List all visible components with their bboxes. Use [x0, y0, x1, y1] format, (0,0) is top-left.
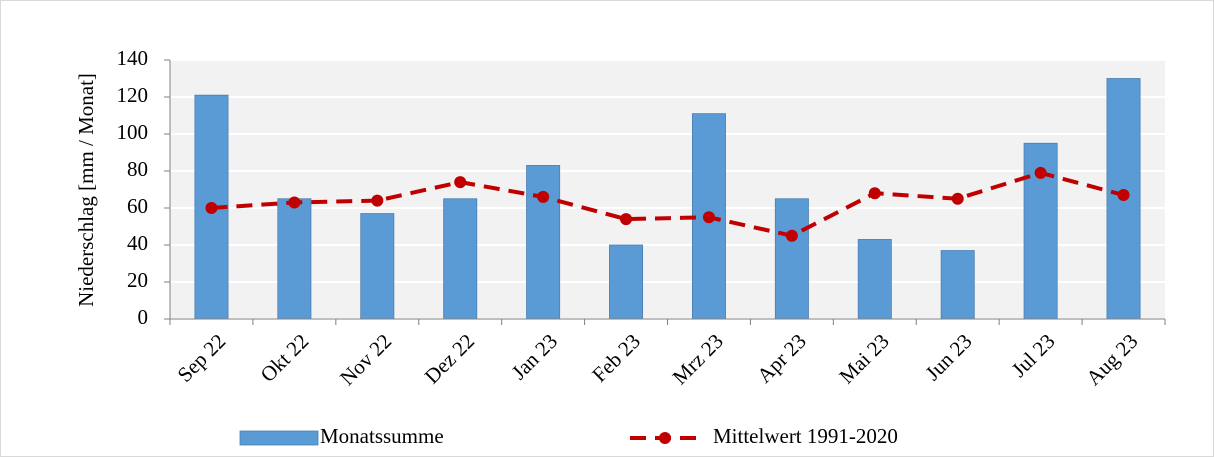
- bar: [526, 165, 561, 320]
- point: [371, 194, 384, 207]
- point: [1034, 166, 1047, 179]
- bar: [609, 244, 644, 320]
- line: [211, 170, 1125, 238]
- point: [1117, 189, 1130, 202]
- point: [205, 202, 218, 214]
- bar: [360, 213, 395, 320]
- point: [868, 187, 881, 200]
- y-tick-label: 140: [117, 46, 149, 70]
- y-tick-label: 100: [117, 120, 149, 144]
- point: [951, 192, 964, 205]
- point: [288, 196, 301, 209]
- y-tick-label: 40: [127, 231, 148, 255]
- point: [620, 213, 633, 226]
- y-tick-label: 0: [138, 305, 149, 329]
- legend-label: Mittelwert 1991-2020: [713, 424, 898, 448]
- bar: [857, 239, 892, 320]
- y-tick-label: 80: [127, 157, 148, 181]
- y-tick-label: 20: [127, 268, 148, 292]
- bar: [774, 198, 809, 320]
- plot-area: [170, 60, 1165, 319]
- y-tick-label: 120: [117, 83, 149, 107]
- point: [785, 229, 798, 242]
- point: [537, 190, 550, 203]
- y-axis-label: Niederschlag [mm / Monat]: [74, 73, 98, 307]
- y-tick-label: 60: [127, 194, 148, 218]
- point: [702, 211, 715, 224]
- legend-label: Monatssumme: [320, 424, 444, 448]
- bar: [443, 198, 478, 320]
- legend-marker: [659, 432, 671, 444]
- bar: [277, 198, 312, 320]
- bar: [940, 250, 975, 320]
- point: [454, 176, 467, 189]
- legend-swatch: [239, 430, 319, 446]
